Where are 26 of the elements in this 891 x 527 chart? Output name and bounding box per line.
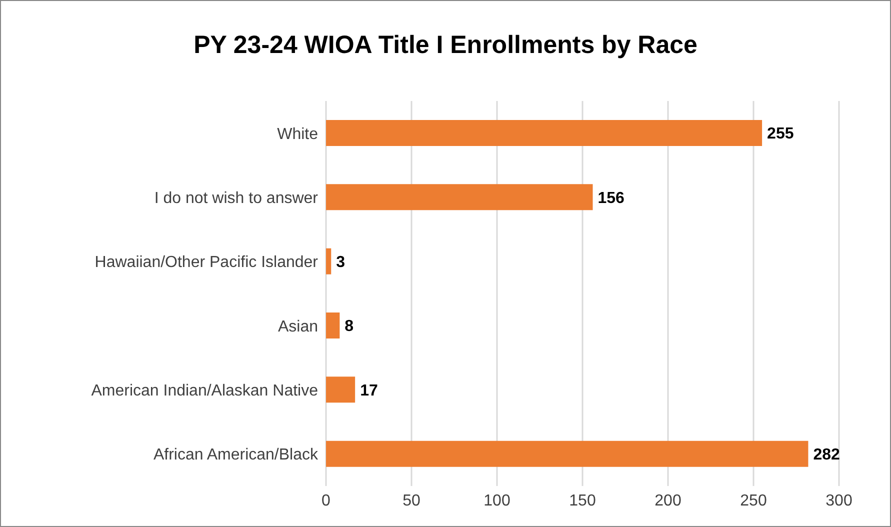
data-label: 17 [360,382,378,400]
bar [326,120,762,146]
x-tick-label: 150 [569,492,596,510]
bar [326,184,593,210]
x-tick-label: 250 [740,492,767,510]
y-tick-label: African American/Black [153,446,319,464]
chart-title: PY 23-24 WIOA Title I Enrollments by Race [192,31,698,60]
y-tick-label: Hawaiian/Other Pacific Islander [94,254,319,272]
x-tick-label: 200 [654,492,682,510]
x-tick-label: 100 [484,492,510,510]
data-label: 255 [767,126,794,143]
bar [326,248,332,274]
data-label: 156 [598,190,625,207]
data-label: 8 [344,318,354,336]
x-tick-label: 50 [402,492,420,510]
bar [326,440,808,467]
y-tick-label: Asian [278,318,318,336]
data-label: 282 [813,446,840,464]
data-label: 3 [336,254,346,272]
x-tick-label: 300 [826,492,852,510]
y-tick-label: American Indian/Alaskan Native [91,382,318,400]
x-tick-label: 0 [322,492,331,510]
bar [326,312,340,338]
bar [326,376,356,403]
y-tick-label: I do not wish to answer [154,190,319,207]
y-tick-label: White [277,126,318,143]
